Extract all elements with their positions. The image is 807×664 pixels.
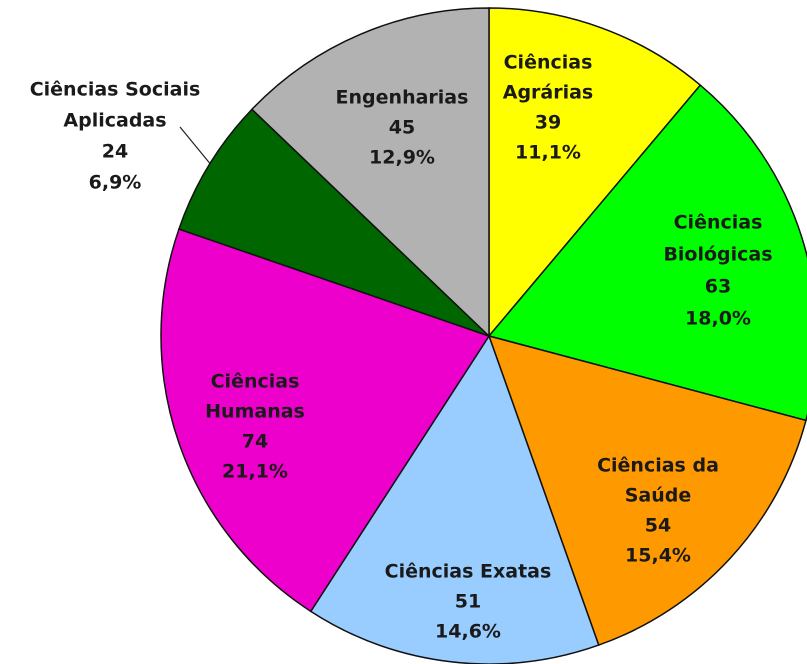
slice-percent: 12,9% bbox=[369, 147, 435, 169]
slice-label: Ciências bbox=[674, 212, 763, 234]
slice-label: Ciências da bbox=[597, 455, 719, 477]
slice-percent: 21,1% bbox=[222, 461, 288, 483]
slice-percent: 11,1% bbox=[515, 142, 581, 164]
slice-value: 63 bbox=[705, 276, 731, 298]
pie-slice bbox=[487, 84, 807, 422]
slice-label: Ciências Exatas bbox=[385, 561, 552, 583]
slice-percent: 14,6% bbox=[435, 621, 501, 643]
slice-percent: 6,9% bbox=[89, 172, 142, 194]
slice-value: 74 bbox=[242, 431, 268, 453]
slice-value: 54 bbox=[645, 515, 671, 537]
slice-percent: 18,0% bbox=[685, 308, 751, 330]
pie-slice bbox=[250, 7, 490, 338]
slice-value: 24 bbox=[102, 141, 128, 163]
slice-percent: 15,4% bbox=[625, 545, 691, 567]
slice-value: 45 bbox=[389, 117, 415, 139]
pie-slice bbox=[488, 7, 702, 339]
slice-value: 39 bbox=[535, 112, 561, 134]
slice-label: Ciências bbox=[504, 52, 593, 74]
slice-label: Biológicas bbox=[663, 244, 772, 266]
slice-value: 51 bbox=[455, 591, 481, 613]
slice-label: Saúde bbox=[625, 485, 692, 507]
pie-slice bbox=[487, 334, 807, 647]
pie-slice bbox=[160, 228, 491, 613]
slice-label: Aplicadas bbox=[63, 110, 166, 132]
pie-slice bbox=[309, 334, 600, 664]
slice-label: Ciências Sociais bbox=[30, 79, 201, 101]
slice-label: Engenharias bbox=[336, 87, 469, 109]
slice-label: Agrárias bbox=[503, 82, 594, 104]
pie-slice bbox=[177, 108, 490, 337]
slice-label: Ciências bbox=[211, 371, 300, 393]
leader-line bbox=[179, 126, 213, 167]
slice-label: Humanas bbox=[205, 401, 305, 423]
